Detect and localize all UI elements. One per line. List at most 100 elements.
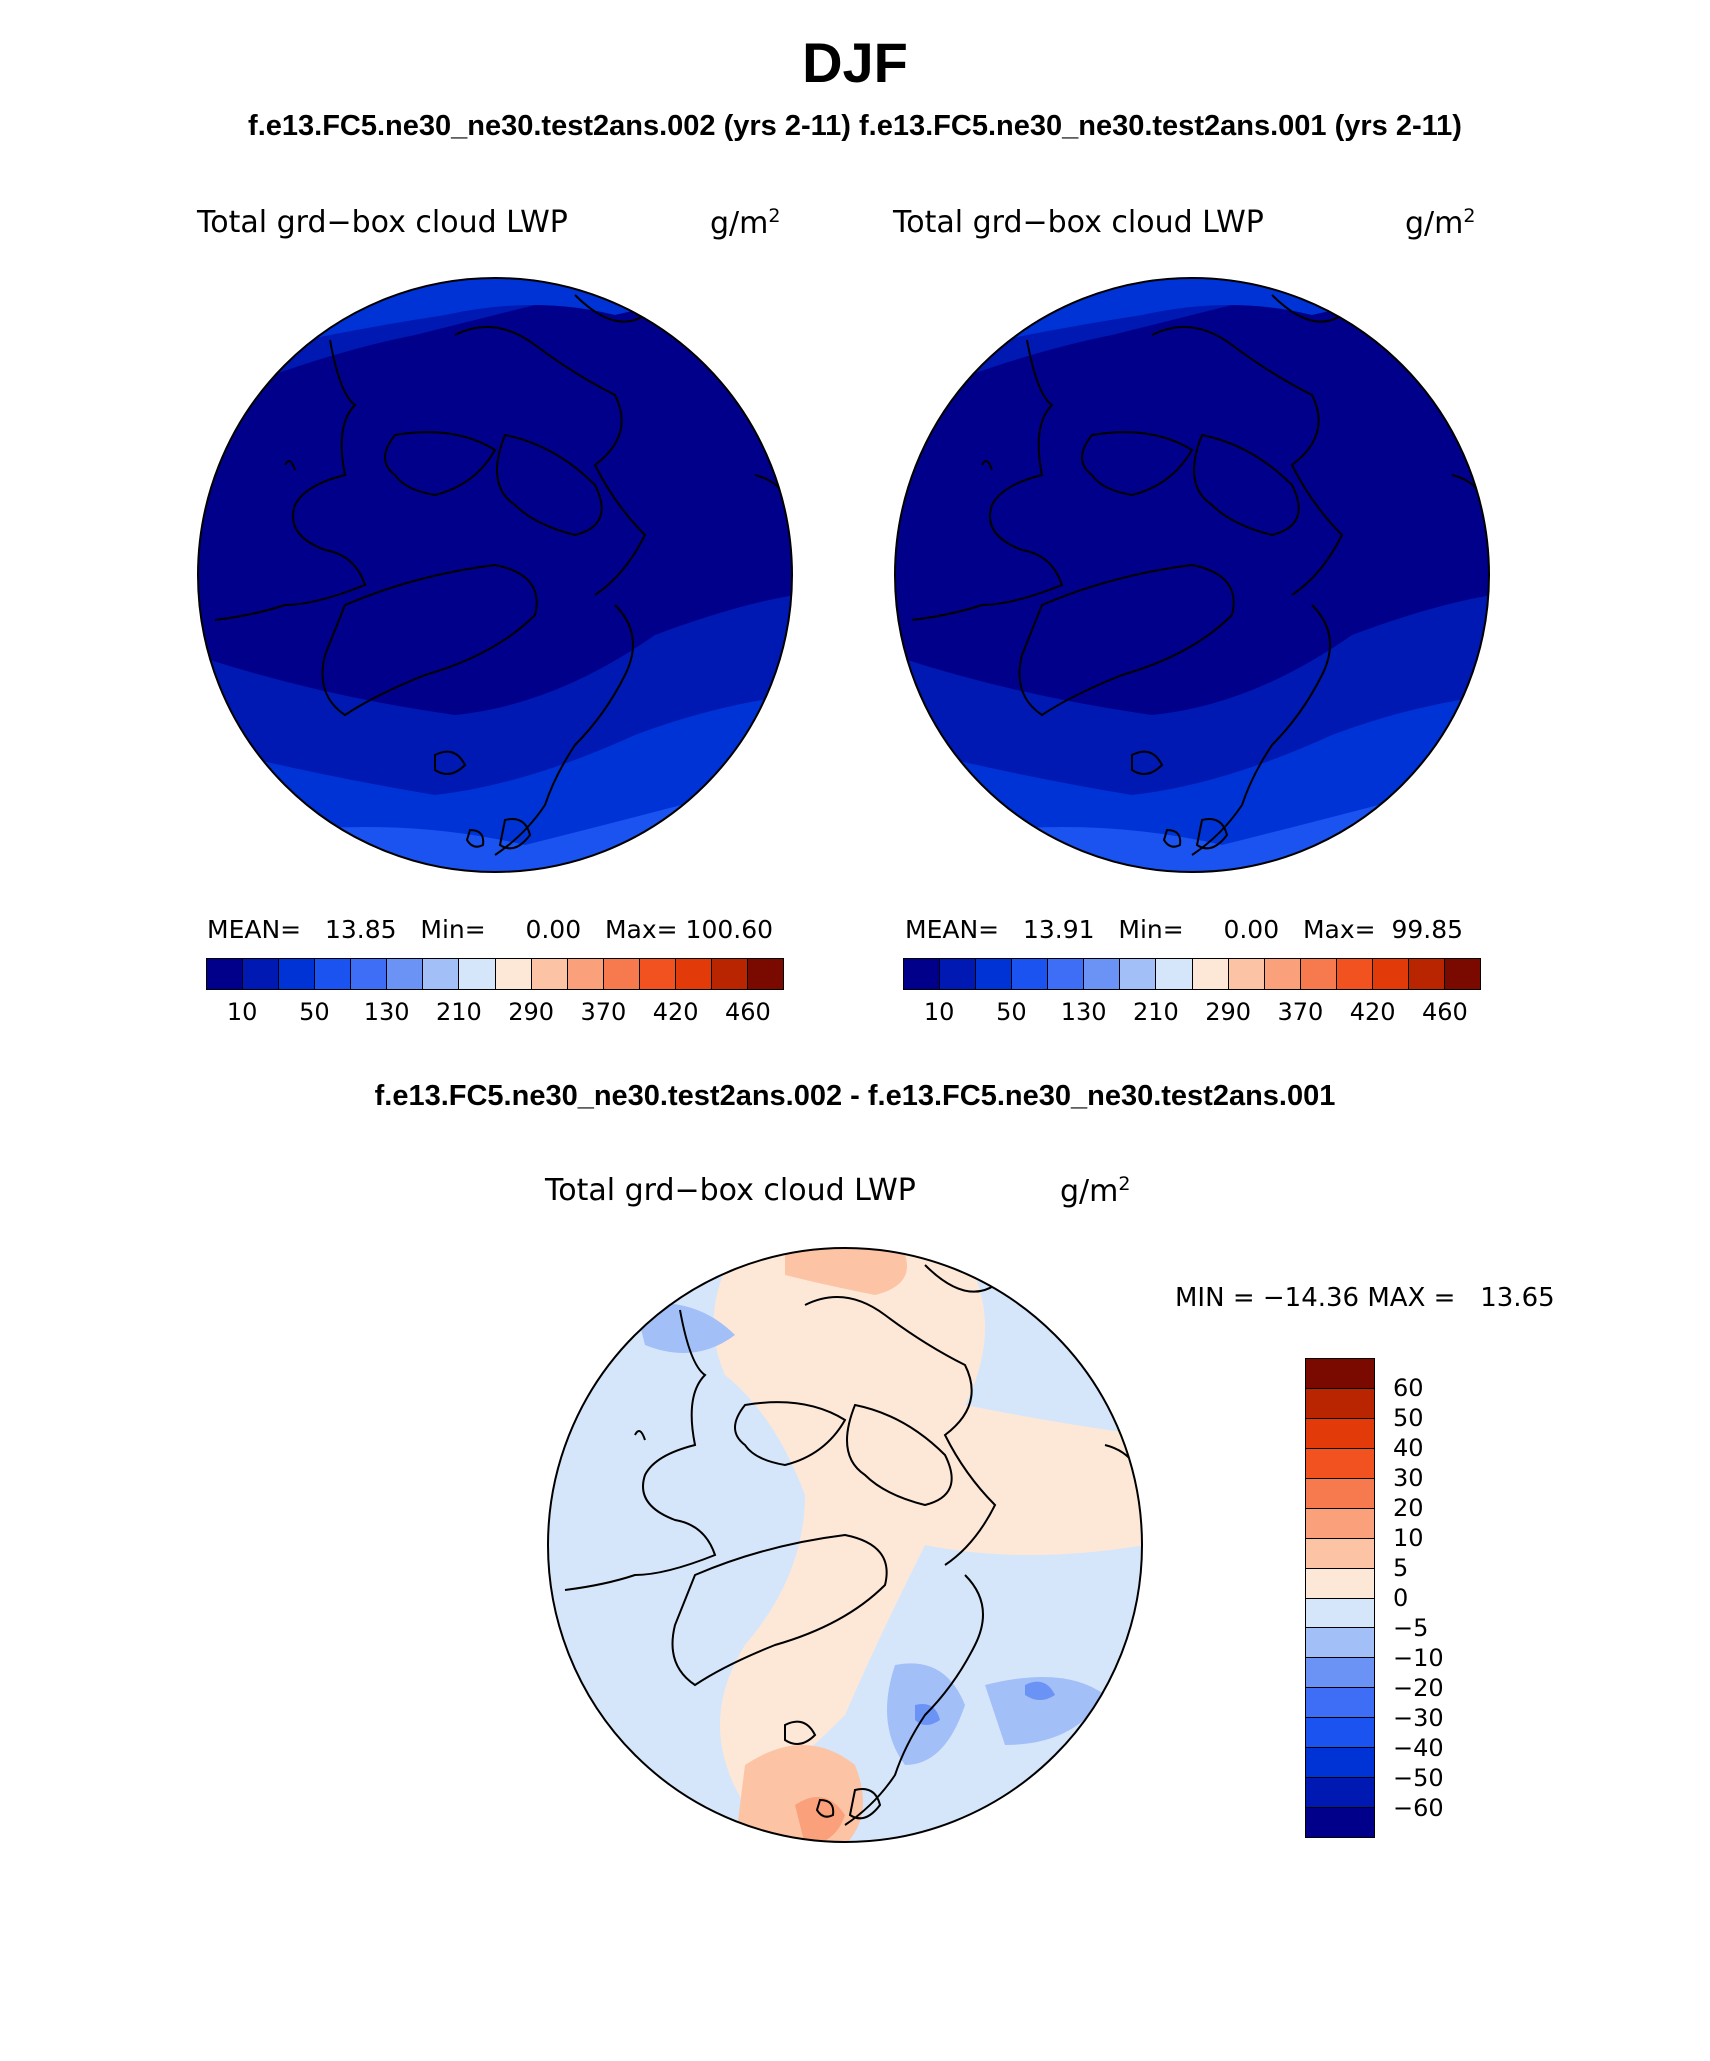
panel2-polar-map xyxy=(894,277,1490,873)
difference-colorbar-swatch xyxy=(1306,1388,1374,1419)
panel1-colorbar-swatch xyxy=(315,959,352,989)
panel2-colorbar-swatch xyxy=(1372,959,1409,989)
cases-subtitle: f.e13.FC5.ne30_ne30.test2ans.002 (yrs 2-… xyxy=(248,110,1462,142)
panel2-colorbar-swatch xyxy=(1084,959,1121,989)
difference-colorbar-swatch xyxy=(1306,1748,1374,1779)
panel1-colorbar-tick-label: 460 xyxy=(724,998,771,1026)
difference-colorbar-swatch xyxy=(1306,1478,1374,1509)
panel1-colorbar-tick-label: 370 xyxy=(580,998,627,1026)
panel2-colorbar-ticks: 10 50 130 210 290 370 420 460 xyxy=(903,998,1481,1026)
panel2-colorbar-swatch xyxy=(1444,959,1480,989)
diff-variable-label: Total grd−box cloud LWP xyxy=(545,1173,916,1208)
panel1-colorbar-tick-label: 420 xyxy=(652,998,699,1026)
panel1-colorbar-swatch xyxy=(423,959,460,989)
difference-colorbar-swatch xyxy=(1306,1508,1374,1539)
difference-colorbar-tick-label: 20 xyxy=(1393,1494,1424,1522)
panel2-colorbar-swatch xyxy=(1156,959,1193,989)
difference-colorbar-tick-label: 60 xyxy=(1393,1374,1424,1402)
panel2-colorbar-tick-label: 210 xyxy=(1132,998,1179,1026)
panel1-stats: MEAN= 13.85 Min= 0.00 Max= 100.60 xyxy=(207,915,774,944)
page-title: DJF xyxy=(802,31,908,94)
panel2-colorbar-tick-label: 50 xyxy=(996,998,1027,1026)
panel2-colorbar-swatch xyxy=(1048,959,1085,989)
panel1-colorbar-swatch xyxy=(675,959,712,989)
difference-colorbar-tick-label: −10 xyxy=(1393,1644,1444,1672)
difference-colorbar-tick-label: 40 xyxy=(1393,1434,1424,1462)
panel1-colorbar-tick-label: 50 xyxy=(299,998,330,1026)
panel1-polar-map xyxy=(197,277,793,873)
difference-colorbar-tick-label: 10 xyxy=(1393,1524,1424,1552)
difference-colorbar-tick-label: −30 xyxy=(1393,1704,1444,1732)
panel1-colorbar-swatch xyxy=(279,959,316,989)
panel1-colorbar-swatch xyxy=(243,959,280,989)
diff-min-max: MIN = −14.36 MAX = 13.65 xyxy=(1175,1283,1555,1313)
panel1-colorbar-swatch xyxy=(459,959,496,989)
difference-colorbar-swatch xyxy=(1306,1808,1374,1837)
difference-colorbar xyxy=(1305,1358,1375,1838)
difference-colorbar-tick-label: 50 xyxy=(1393,1404,1424,1432)
difference-colorbar-swatch xyxy=(1306,1538,1374,1569)
panel2-colorbar-swatch xyxy=(1336,959,1373,989)
difference-colorbar-swatch xyxy=(1306,1658,1374,1689)
difference-colorbar-swatch xyxy=(1306,1359,1374,1389)
panel1-variable-label: Total grd−box cloud LWP xyxy=(197,205,568,240)
panel1-colorbar xyxy=(206,958,784,990)
difference-colorbar-tick-label: −40 xyxy=(1393,1734,1444,1762)
panel2-colorbar-tick-label: 290 xyxy=(1205,998,1252,1026)
panel2-colorbar-tick-label: 10 xyxy=(923,998,955,1026)
difference-colorbar-tick-label: −20 xyxy=(1393,1674,1444,1702)
difference-colorbar-swatch xyxy=(1306,1778,1374,1809)
difference-colorbar-tick-label: 0 xyxy=(1393,1584,1409,1612)
difference-colorbar-swatch xyxy=(1306,1688,1374,1719)
panel1-colorbar-swatch xyxy=(387,959,424,989)
difference-colorbar-swatch xyxy=(1306,1568,1374,1599)
difference-colorbar-swatch xyxy=(1306,1448,1374,1479)
panel1-colorbar-swatch xyxy=(207,959,244,989)
panel1-colorbar-swatch xyxy=(351,959,388,989)
difference-colorbar-tick-label: −60 xyxy=(1393,1794,1444,1822)
panel2-variable-label: Total grd−box cloud LWP xyxy=(893,205,1264,240)
panel2-stats: MEAN= 13.91 Min= 0.00 Max= 99.85 xyxy=(905,915,1464,944)
panel1-colorbar-swatch xyxy=(639,959,676,989)
panel2-colorbar xyxy=(903,958,1481,990)
panel1-colorbar-tick-label: 130 xyxy=(363,998,410,1026)
panel2-colorbar-swatch xyxy=(1264,959,1301,989)
difference-subtitle: f.e13.FC5.ne30_ne30.test2ans.002 - f.e13… xyxy=(374,1080,1336,1112)
panel1-colorbar-swatch xyxy=(567,959,604,989)
panel2-colorbar-tick-label: 370 xyxy=(1277,998,1324,1026)
panel2-colorbar-swatch xyxy=(1408,959,1445,989)
panel1-colorbar-tick-label: 290 xyxy=(508,998,555,1026)
panel2-colorbar-swatch xyxy=(1228,959,1265,989)
panel2-colorbar-swatch xyxy=(976,959,1013,989)
panel2-colorbar-swatch xyxy=(1300,959,1337,989)
panel2-colorbar-tick-label: 420 xyxy=(1349,998,1396,1026)
panel2-colorbar-swatch xyxy=(904,959,941,989)
panel1-colorbar-swatch xyxy=(531,959,568,989)
panel1-colorbar-swatch xyxy=(603,959,640,989)
panel1-colorbar-swatch xyxy=(711,959,748,989)
difference-colorbar-tick-label: −5 xyxy=(1393,1614,1429,1642)
panel2-colorbar-swatch xyxy=(1192,959,1229,989)
difference-colorbar-swatch xyxy=(1306,1718,1374,1749)
panel1-colorbar-ticks: 10 50 130 210 290 370 420 460 xyxy=(206,998,784,1026)
panel2-colorbar-swatch xyxy=(1012,959,1049,989)
difference-polar-map xyxy=(547,1247,1143,1843)
panel1-colorbar-tick-label: 210 xyxy=(435,998,482,1026)
panel1-colorbar-swatch xyxy=(747,959,783,989)
difference-colorbar-swatch xyxy=(1306,1628,1374,1659)
difference-colorbar-swatch xyxy=(1306,1418,1374,1449)
difference-colorbar-tick-label: 5 xyxy=(1393,1554,1409,1582)
panel1-colorbar-swatch xyxy=(495,959,532,989)
panel2-colorbar-tick-label: 130 xyxy=(1060,998,1107,1026)
difference-colorbar-ticks: 60 50 40 30 20 10 5 0 −5 −10 −20 −30 −40 −50 −60 xyxy=(1393,1358,1473,1838)
panel2-units: g/m2 xyxy=(1405,205,1476,241)
panel1-units: g/m2 xyxy=(710,205,781,241)
panel2-colorbar-swatch xyxy=(940,959,977,989)
difference-colorbar-tick-label: 30 xyxy=(1393,1464,1424,1492)
panel2-colorbar-tick-label: 460 xyxy=(1421,998,1468,1026)
difference-colorbar-swatch xyxy=(1306,1598,1374,1629)
difference-colorbar-tick-label: −50 xyxy=(1393,1764,1444,1792)
panel2-colorbar-swatch xyxy=(1120,959,1157,989)
diff-units: g/m2 xyxy=(1060,1173,1131,1209)
panel1-colorbar-tick-label: 10 xyxy=(226,998,258,1026)
